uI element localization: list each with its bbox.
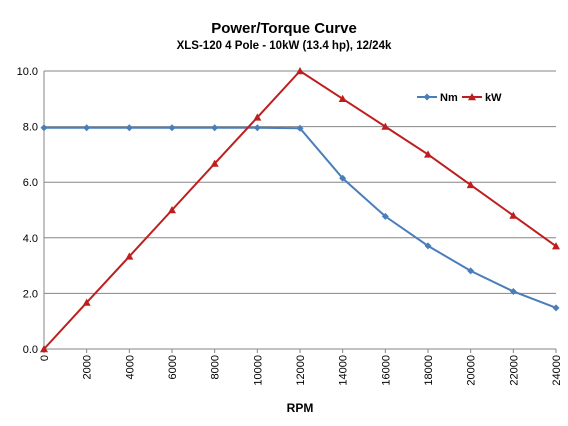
x-tick-label: 2000 [82, 355, 94, 379]
series-line-nm [44, 126, 557, 309]
series-line-kw [43, 69, 557, 350]
data-point-kw [466, 180, 475, 189]
x-tick-label: 10000 [252, 355, 264, 386]
data-point-kw [40, 345, 48, 353]
data-point-nm [211, 124, 219, 132]
chart-subtitle: XLS-120 4 Pole - 10kW (13.4 hp), 12/24k [176, 40, 392, 52]
x-tick-label: 6000 [167, 355, 179, 379]
data-point-nm [296, 124, 304, 132]
data-point-kw [381, 122, 390, 130]
data-point-nm [253, 124, 261, 132]
data-point-kw [253, 113, 262, 121]
x-tick-label: 12000 [295, 355, 307, 386]
y-tick-label: 4.0 [23, 233, 38, 245]
y-tick-label: 0.0 [23, 344, 38, 356]
y-tick-label: 6.0 [23, 177, 38, 189]
data-point-nm [168, 124, 176, 132]
data-point-nm [125, 124, 133, 132]
y-tick-label: 10.0 [17, 66, 38, 78]
data-point-kw [82, 298, 91, 306]
data-point-nm [467, 267, 475, 275]
x-tick-label: 8000 [210, 355, 222, 379]
x-tick-label: 24000 [551, 355, 563, 386]
y-tick-label: 8.0 [23, 122, 38, 134]
data-point-kw [125, 252, 134, 260]
data-point-kw [296, 67, 304, 75]
data-point-kw [424, 150, 432, 158]
data-point-kw [509, 211, 518, 219]
data-point-nm [552, 304, 560, 312]
x-tick-label: 14000 [338, 355, 350, 386]
data-point-kw [210, 159, 219, 167]
y-tick-label: 2.0 [23, 288, 38, 300]
legend-label-kw: kW [485, 92, 502, 104]
x-tick-label: 16000 [380, 355, 392, 386]
data-point-nm [381, 212, 389, 220]
data-point-kw [338, 94, 347, 102]
data-point-nm [83, 124, 91, 132]
chart-title: Power/Torque Curve [211, 20, 357, 37]
data-point-kw [168, 206, 176, 214]
legend-marker-kw [468, 93, 476, 101]
data-point-nm [40, 124, 48, 132]
x-tick-label: 0 [39, 355, 51, 361]
x-tick-label: 22000 [508, 355, 520, 386]
data-point-nm [509, 287, 517, 295]
x-tick-label: 4000 [124, 355, 136, 379]
legend-marker-nm [423, 93, 431, 101]
legend-label-nm: Nm [440, 92, 458, 104]
x-axis-label: RPM [287, 401, 314, 415]
x-tick-label: 18000 [423, 355, 435, 386]
data-point-kw [552, 242, 560, 250]
x-tick-label: 20000 [466, 355, 478, 386]
data-point-nm [424, 242, 432, 250]
data-point-nm [339, 174, 347, 182]
